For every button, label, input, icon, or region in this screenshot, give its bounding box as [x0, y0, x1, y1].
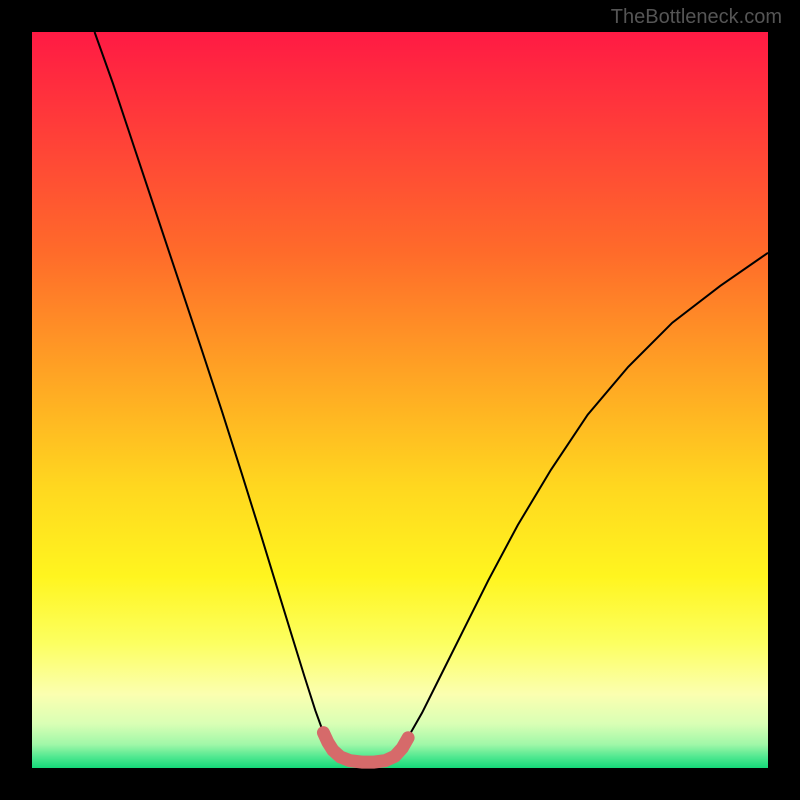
curve-left	[95, 32, 332, 751]
watermark-text: TheBottleneck.com	[611, 6, 782, 29]
bottom-u-marker	[323, 733, 408, 762]
plot-area	[32, 32, 768, 768]
curve-right	[398, 253, 768, 752]
curve-overlay	[32, 32, 768, 768]
